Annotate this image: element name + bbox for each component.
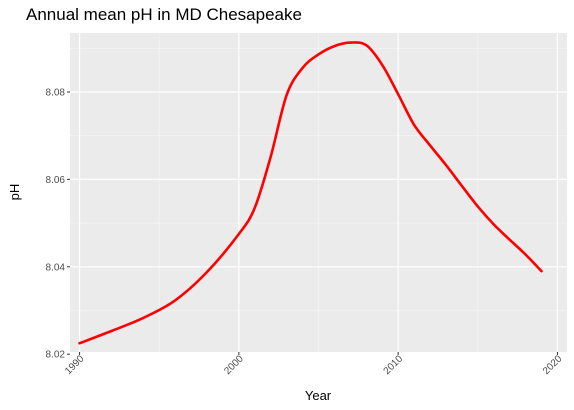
x-tick-label: 2020 — [541, 353, 565, 377]
chart-title: Annual mean pH in MD Chesapeake — [26, 5, 302, 24]
y-tick-label: 8.02 — [46, 350, 66, 361]
y-axis: 8.02 8.04 8.06 8.08 — [46, 87, 70, 361]
y-tick-label: 8.06 — [46, 175, 66, 186]
x-axis: 1990 2000 2010 2020 — [63, 352, 565, 377]
series-layer — [78, 41, 543, 345]
x-axis-title: Year — [305, 388, 332, 403]
y-tick-label: 8.04 — [46, 262, 66, 273]
y-axis-title: pH — [7, 184, 22, 201]
grid-minor — [70, 33, 567, 352]
series-line — [78, 41, 543, 345]
grid-major — [70, 33, 567, 355]
x-tick-label: 1990 — [63, 353, 87, 377]
x-tick-label: 2010 — [382, 353, 406, 377]
x-tick-label: 2000 — [222, 353, 246, 377]
y-tick-label: 8.08 — [46, 87, 66, 98]
